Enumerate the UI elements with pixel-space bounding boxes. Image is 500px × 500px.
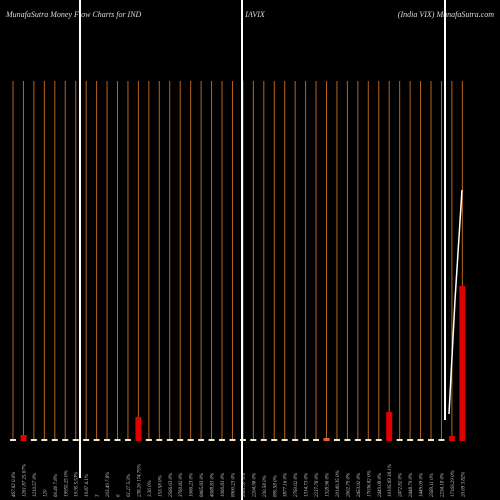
bar	[124, 439, 131, 441]
x-tick-label: 1066.23 0%	[190, 473, 195, 497]
x-tick-label: 20149.35 0%	[336, 470, 341, 497]
bar	[260, 439, 267, 441]
x-tick-label: 1449.09 0%	[420, 473, 425, 497]
x-tick-label: 230.58 0%	[263, 475, 268, 497]
x-tick-label: 17169.29 0%	[451, 470, 456, 497]
x-tick-label: 8465.83 0%	[200, 473, 205, 497]
bar	[459, 286, 466, 441]
x-tick-label: 3877.16 0%	[284, 473, 289, 497]
bar	[41, 439, 48, 441]
x-tick-label: 2234.18 0%	[440, 473, 445, 497]
bar	[229, 439, 236, 441]
bar	[333, 439, 340, 441]
bar	[292, 439, 299, 441]
bar	[448, 436, 455, 441]
x-tick-label: 120	[43, 489, 48, 497]
chart-title: IAVIX	[244, 10, 266, 19]
bar	[281, 439, 288, 441]
x-tick-label: 2566.63 0%	[169, 473, 174, 497]
x-tick-label: 1328.96 0%	[326, 473, 331, 497]
x-tick-label: 2237.78 0%	[315, 473, 320, 497]
x-tick-label: 20.69 3.82%	[461, 472, 466, 497]
bar	[354, 439, 361, 441]
x-tick-label: 1066.83 0%	[221, 473, 226, 497]
x-tick-label: 19.87 4.1%	[85, 474, 90, 497]
x-tick-label: 1210.57 0%	[33, 473, 38, 497]
x-tick-label: 1314.73 0%	[305, 473, 310, 497]
bar	[344, 439, 351, 441]
bar	[114, 439, 121, 441]
bar	[219, 439, 225, 441]
x-tick-label: 2204.98 0%	[252, 473, 257, 497]
x-tick-label: 895.58 0%	[273, 475, 278, 497]
x-tick-label: 61.27 5.3%	[127, 474, 132, 497]
bar	[271, 439, 278, 441]
price-line	[448, 189, 463, 415]
bar	[313, 439, 320, 441]
x-tick-label: 2589.11 0%	[430, 473, 435, 497]
x-tick-label: 19.95 5.53%	[75, 472, 80, 497]
x-tick-label: 2453.92 0%	[357, 473, 362, 497]
bar	[250, 439, 257, 441]
bar	[135, 417, 142, 441]
bar	[365, 439, 372, 441]
bar	[51, 439, 58, 441]
x-tick-label: 6	[117, 494, 122, 497]
chart-title: (India VIX) MunafaSutra.com	[398, 10, 494, 19]
x-tick-label: 3	[96, 494, 101, 497]
bar	[323, 438, 330, 441]
x-tick-label: 153.58 0%	[158, 475, 163, 497]
x-tick-label: 2861.97 0%	[242, 473, 247, 497]
bar	[104, 439, 111, 441]
bar	[166, 439, 173, 441]
bar	[10, 439, 16, 441]
x-tick-label: 2449.08 0%	[378, 473, 383, 497]
x-tick-label: 4088.83 0%	[211, 473, 216, 497]
bar	[177, 439, 184, 441]
chart-title: MunafaSutra Money Flow Charts for IND	[5, 10, 142, 19]
x-tick-label: 19955.25 0%	[64, 470, 69, 497]
x-tick-label: 17036.82 0%	[367, 470, 372, 497]
bar	[386, 412, 393, 441]
bar	[20, 435, 27, 441]
bar	[407, 439, 414, 441]
x-tick-label: 60.40 7.8%	[54, 474, 59, 497]
x-tick-label: 2760.62 0%	[294, 473, 299, 497]
bar	[417, 439, 424, 441]
bar	[302, 439, 309, 441]
bar	[208, 439, 215, 441]
bar	[428, 439, 434, 441]
x-tick-label: 467.62 0.0%	[12, 472, 17, 497]
bar	[156, 439, 163, 441]
bar	[145, 439, 152, 441]
bar	[83, 439, 90, 441]
bar	[62, 439, 69, 441]
x-tick-label: 10105.69 38.1%	[388, 464, 393, 497]
bar	[93, 439, 100, 441]
bar	[187, 439, 194, 441]
x-tick-label: 2472.82 0%	[399, 473, 404, 497]
x-tick-label: 1261.87 25.67%	[22, 464, 27, 497]
bar	[30, 439, 37, 441]
x-tick-label: 3760.82 0%	[179, 473, 184, 497]
bar	[375, 439, 382, 441]
bar	[438, 439, 445, 441]
x-tick-label: 8900.23 0%	[231, 473, 236, 497]
x-tick-label: 3.36 0%	[148, 480, 153, 497]
x-tick-label: 2602.79 0%	[346, 473, 351, 497]
x-tick-label: 238.26 174.75%	[137, 464, 142, 497]
x-tick-label: 2448.79 0%	[409, 473, 414, 497]
bar	[72, 439, 79, 441]
bar	[396, 439, 403, 441]
bar	[198, 439, 205, 441]
x-tick-label: 203.49 7.8%	[106, 472, 111, 497]
